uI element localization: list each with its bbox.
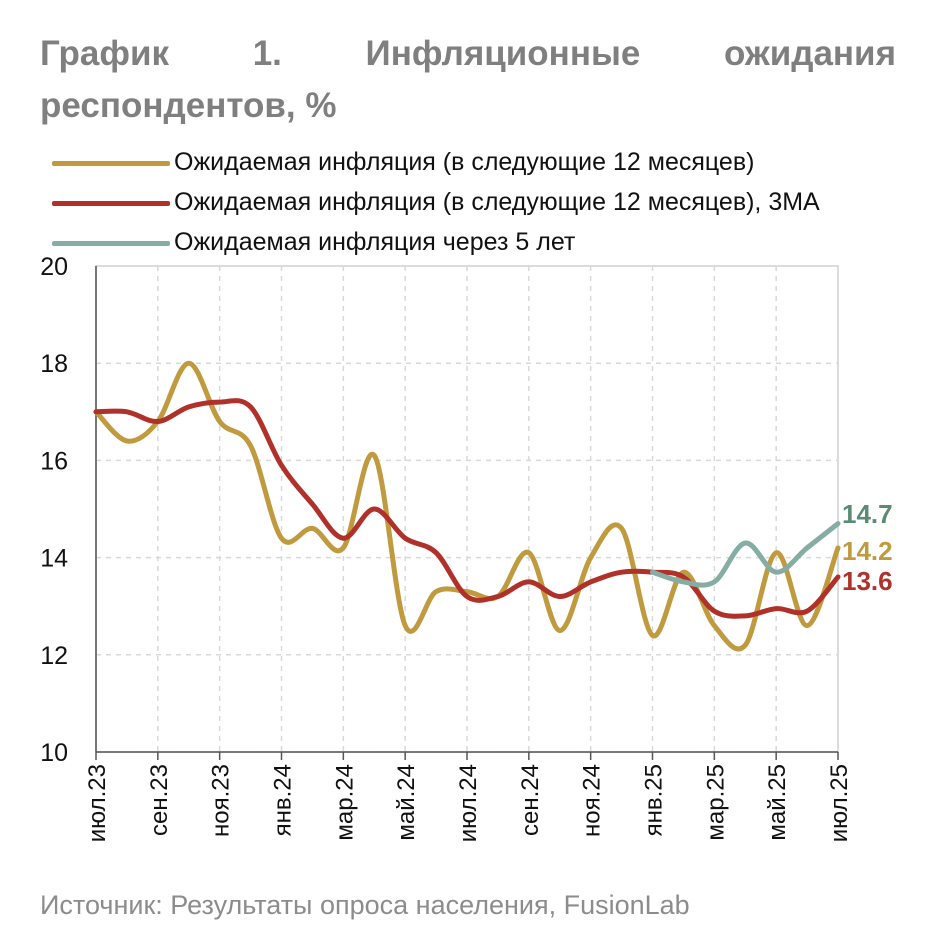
y-tick-label: 16	[40, 447, 68, 475]
series-line-3ma	[93, 398, 841, 619]
x-tick-label: мар.24	[331, 764, 358, 841]
y-tick-label: 14	[40, 545, 68, 573]
x-tick-label: май.25	[764, 764, 791, 841]
chart-title: График 1. Инфляционные ожидания респонде…	[40, 34, 896, 125]
end-label-12m: 14.2	[842, 536, 893, 566]
x-tick-label: июл.24	[455, 764, 482, 842]
end-label-3ma: 13.6	[842, 566, 893, 596]
x-tick-label: сен.23	[146, 764, 173, 836]
x-tick-label: ноя.24	[579, 764, 606, 837]
legend-label-3ma: Ожидаемая инфляция (в следующие 12 месяц…	[174, 188, 820, 216]
x-tick-label: июл.25	[826, 764, 853, 842]
y-tick-label: 12	[40, 642, 68, 670]
y-tick-label: 18	[40, 350, 68, 378]
legend-label-5y: Ожидаемая инфляция через 5 лет	[174, 228, 576, 256]
x-tick-label: янв.24	[270, 764, 297, 836]
legend-swatch-3ma	[52, 201, 170, 206]
y-tick-label: 20	[40, 253, 68, 281]
x-tick-label: сен.24	[517, 764, 544, 836]
end-label-5y: 14.7	[842, 499, 893, 529]
x-tick-label: июл.23	[84, 764, 111, 842]
legend-swatch-5y	[52, 241, 170, 246]
series-line-12m	[93, 360, 841, 652]
legend-label-12m: Ожидаемая инфляция (в следующие 12 месяц…	[174, 148, 755, 176]
source-note: Источник: Результаты опроса населения, F…	[40, 890, 690, 920]
x-tick-label: ноя.23	[208, 764, 235, 837]
series-line-5y	[650, 521, 841, 588]
x-tick-label: мар.25	[702, 764, 729, 841]
x-tick-label: янв.25	[641, 764, 668, 836]
legend-swatch-12m	[52, 161, 170, 166]
y-tick-label: 10	[40, 739, 68, 767]
x-tick-label: май.24	[393, 764, 420, 841]
line-chart: 10 12 14 16 18 20 июл.23 сен.23 ноя.23 янв.24 мар.…	[40, 253, 893, 842]
